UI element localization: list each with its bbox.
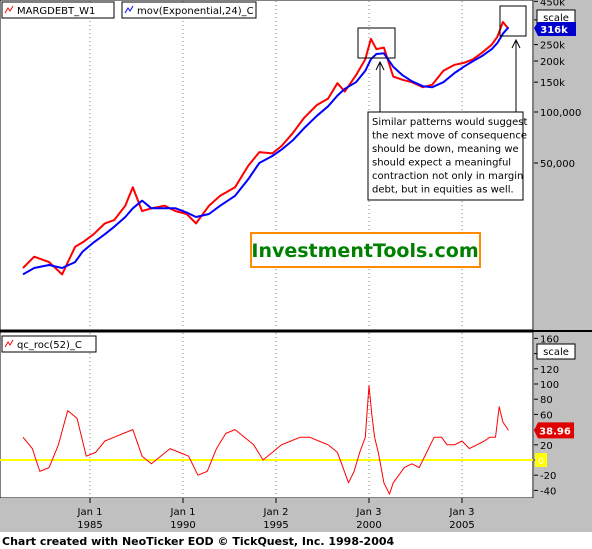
x-tick-month: Jan 3 (449, 507, 475, 518)
bottom-y-tick-label: 160 (540, 334, 559, 345)
watermark-box (250, 232, 481, 268)
legend-ema-label: mov(Exponential,24)_C (137, 6, 254, 17)
x-tick-year: 1990 (170, 520, 195, 531)
zero-marker-tag: 0 (535, 453, 547, 467)
legend-line-icon (4, 339, 14, 348)
ema-line (22, 26, 510, 276)
legend-margdebt[interactable] (1, 1, 115, 19)
bottom-y-tick-label: 20 (540, 441, 553, 452)
top-scale-label: scale (543, 13, 569, 24)
annotation-line: contraction not only in margin (372, 171, 523, 182)
last-value-top: 316k (540, 25, 568, 36)
top-y-tick-label: 250k (540, 41, 565, 52)
last-value-tag-bottom-shape (534, 422, 574, 439)
roc-series-group (22, 385, 509, 495)
annotation-arrow-head-2 (511, 38, 521, 49)
highlight-box-2000 (357, 27, 396, 59)
x-tick-month: Jan 3 (356, 507, 382, 518)
last-value-bottom: 38.96 (539, 426, 571, 437)
x-tick-month: Jan 1 (170, 507, 196, 518)
top-y-tick-label: 200k (540, 57, 565, 68)
x-tick-month: Jan 1 (77, 507, 103, 518)
last-value-tag-bottom: 38.96 (534, 422, 574, 439)
annotation-line: the next move of consequence (372, 131, 527, 142)
zero-marker-label: 0 (538, 457, 544, 467)
legend-margdebt-label: MARGDEBT_W1 (17, 6, 95, 17)
annotation-line: should be down, meaning we (372, 144, 519, 155)
x-tick-year: 2005 (449, 520, 474, 531)
margin-debt-series-group (22, 21, 510, 276)
top-y-tick-label: 100,000 (540, 108, 581, 119)
roc-line (22, 385, 509, 495)
zero-marker-shape (535, 453, 547, 467)
margin-debt-line (22, 21, 510, 276)
legend-line-icon (4, 5, 14, 14)
top-y-tick-label: 150k (540, 78, 565, 89)
bottom-y-tick-label: 100 (540, 380, 559, 391)
highlight-box-2007 (499, 5, 527, 37)
x-tick-year: 1985 (77, 520, 102, 531)
x-tick-year: 2000 (356, 520, 381, 531)
annotation-line: Similar patterns would suggest (372, 117, 528, 128)
legend-line-icon (124, 5, 134, 14)
x-tick-month: Jan 2 (263, 507, 289, 518)
bottom-y-tick-label: -20 (540, 471, 556, 482)
footer-credit: Chart created with NeoTicker EOD © TickQ… (2, 535, 395, 548)
bottom-y-tick-label: -40 (540, 486, 556, 497)
legend-roc[interactable] (1, 335, 97, 353)
annotation-arrow-head-1 (375, 60, 385, 71)
legend-ema[interactable] (121, 1, 257, 19)
annotation-line: debt, but in equities as well. (372, 185, 514, 196)
bottom-scale-button[interactable] (536, 343, 576, 360)
x-tick-year: 1995 (263, 520, 288, 531)
x-axis-ticks: Jan 1 1985 Jan 1 1990 Jan 2 1995 Jan 3 2000 Jan … (77, 498, 475, 531)
y-axis-panel (534, 0, 592, 498)
annotation-text: Similar patterns would suggest the next m… (372, 117, 528, 196)
annotation-box (367, 111, 524, 201)
top-y-tick-label: 50,000 (540, 159, 575, 170)
watermark-text: InvestmentTools.com (251, 240, 478, 262)
bottom-y-tick-label: 60 (540, 410, 553, 421)
annotation-line: should expect a meaningful (372, 158, 511, 169)
legend-roc-label: qc_roc(52)_C (17, 340, 82, 351)
bottom-scale-label: scale (543, 347, 569, 358)
x-axis-panel (0, 498, 592, 532)
bottom-panel (0, 331, 534, 499)
top-y-tick-label: 450k (540, 0, 565, 8)
bottom-y-tick-label: 80 (540, 395, 553, 406)
bottom-y-tick-label: 120 (540, 365, 559, 376)
last-value-tag-top (534, 22, 576, 36)
